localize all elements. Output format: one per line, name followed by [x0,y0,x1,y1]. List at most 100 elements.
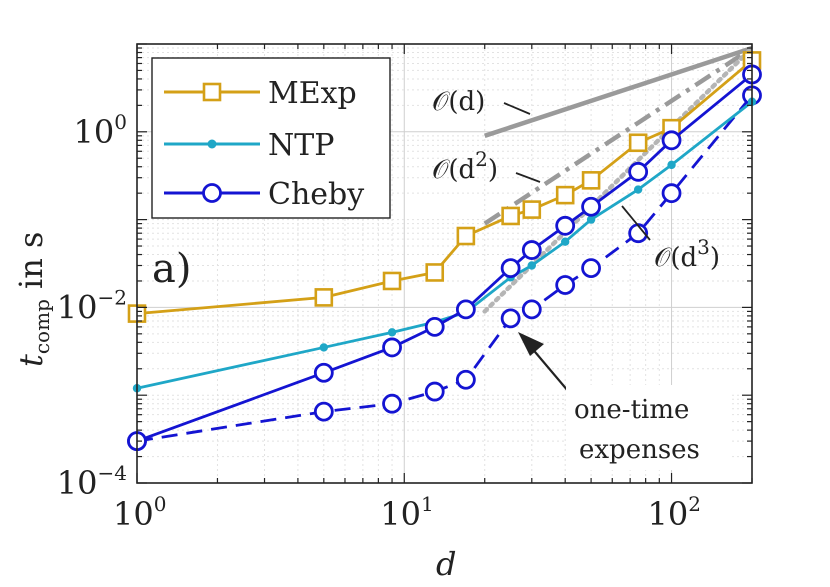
ref-label-od2-close: ) [488,155,498,185]
ref-label-od2-text: 𝒪(d2) [432,147,498,185]
data-point-0 [501,206,520,226]
y-axis-label: tcomp in s [12,232,54,367]
data-point-1 [586,215,596,224]
annotation-text-background [566,385,730,470]
y-tick-label: 10−2 [57,285,127,326]
ref-label-od3-close: ) [710,243,720,273]
ref-label-od3-main: 𝒪(d [654,243,697,273]
y-axis-label-suffix: in s [12,232,50,300]
data-point-2 [661,130,682,151]
y-axis-label-text: tcomp in s [12,232,54,367]
data-point-0 [522,200,542,219]
legend-label-cheby: Cheby [268,177,364,212]
y-tick-label-base: 10 [57,288,98,326]
ref-label-od2-exp: 2 [475,147,488,171]
legend-marker-mexp [202,82,222,102]
x-tick-label-base: 10 [113,495,154,533]
x-tick-label-base: 10 [380,495,421,533]
data-point-1 [319,343,329,352]
data-point-0 [555,185,575,205]
reference-line-0 [484,45,753,138]
data-point-1 [527,261,536,270]
ref-label-od3-leader [621,205,651,241]
annotation-line-2: expenses [579,435,700,465]
legend-entry-ntp: NTP [164,128,334,163]
x-tick-label-exp: 0 [154,492,167,516]
legend-box [151,57,391,219]
legend-marker-ntp [207,139,217,149]
ref-label-od2-leader [515,172,541,183]
ref-label-od2: 𝒪(d2) [432,147,541,185]
data-point-1 [560,237,570,246]
y-axis-label-main: t [12,354,50,367]
data-point-1 [387,328,397,337]
ref-label-od2-main: 𝒪(d [432,155,475,185]
data-point-3 [661,183,682,204]
y-tick-label-base: 10 [74,113,115,151]
data-point-2 [424,316,445,337]
data-point-2 [628,161,649,182]
data-point-3 [455,369,476,390]
data-point-3 [382,393,402,414]
data-point-2 [521,240,542,260]
data-point-0 [425,263,445,282]
panel-label: a) [152,246,191,292]
data-point-0 [314,288,334,307]
reference-line-1 [483,46,754,226]
x-tick-label-base: 10 [648,495,689,533]
data-point-3 [581,258,601,279]
data-point-1 [633,185,643,194]
data-point-2 [500,258,521,279]
y-tick-label: 10−4 [57,461,127,502]
annotation-arrow-head [518,332,544,356]
series-0 [127,51,762,323]
x-tick-label-exp: 2 [688,492,701,516]
y-axis-label-sub: comp [30,299,54,354]
data-point-2 [581,196,601,217]
y-tick-label: 100 [74,110,127,151]
x-tick-label: 102 [648,492,701,533]
legend-entry-mexp: MExp [164,76,357,111]
annotation-one-time-expenses: one-time expenses [518,332,730,470]
data-point-3 [555,275,576,295]
data-point-2 [555,215,576,236]
series-3 [127,85,762,452]
series-line-1 [136,100,753,390]
y-tick-label-base: 10 [57,464,98,502]
legend-marker-cheby [202,183,222,203]
x-tick-label: 100 [113,492,166,533]
ref-label-od: 𝒪(d) [432,87,531,117]
x-axis-label: d [436,545,456,583]
data-point-2 [313,362,334,383]
data-point-0 [456,226,476,246]
y-tick-label-exp: 0 [114,110,127,134]
x-tick-label-exp: 1 [421,492,434,516]
data-point-3 [313,401,334,422]
annotation-line-1: one-time [574,395,689,425]
x-tick-label: 101 [380,492,433,533]
y-tick-label-exp: −2 [98,285,127,309]
legend-label-mexp: MExp [268,76,357,111]
data-point-3 [424,381,445,402]
y-tick-label-exp: −4 [98,461,127,485]
ref-label-od3: 𝒪(d3) [621,205,720,273]
data-point-3 [500,308,521,329]
legend-label-ntp: NTP [268,128,334,163]
data-point-0 [581,171,601,190]
data-point-0 [382,271,402,291]
data-point-3 [521,299,542,320]
data-point-2 [382,337,402,358]
ref-label-od3-exp: 3 [697,235,710,259]
plot-area-frame [136,43,753,484]
legend: MExp NTP Cheby [151,57,391,219]
legend-entry-cheby: Cheby [164,177,364,212]
ref-label-od-leader [503,102,531,115]
data-point-2 [455,299,476,320]
ref-label-od-text: 𝒪(d) [432,87,485,117]
data-point-1 [667,160,676,170]
data-point-0 [628,133,648,153]
